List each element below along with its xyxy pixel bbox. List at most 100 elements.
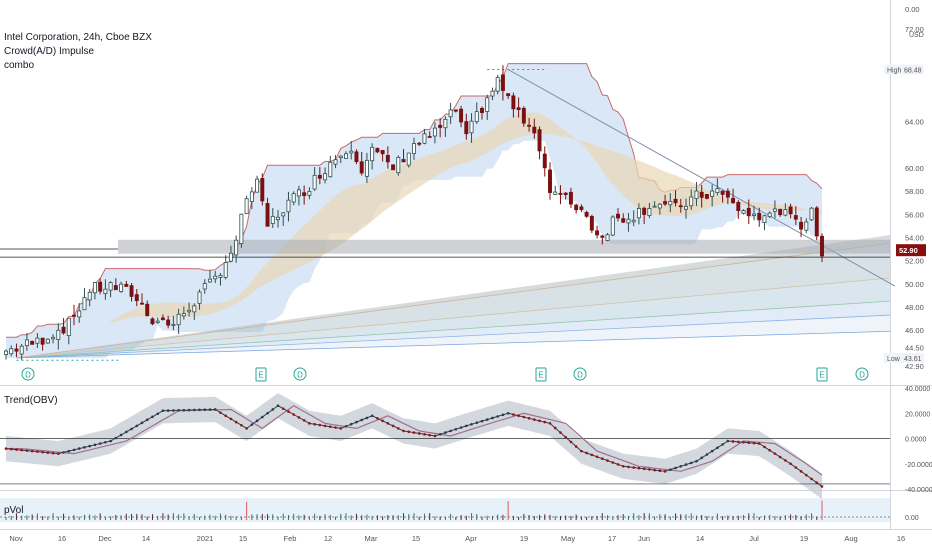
time-tick-label: 19 xyxy=(800,534,808,543)
candle-body xyxy=(736,201,741,211)
trend-obv-dot xyxy=(255,419,259,423)
trend-obv-dot xyxy=(234,420,238,424)
trend-obv-dot xyxy=(177,409,180,412)
candle-body xyxy=(354,151,359,163)
osc-tick-label: 20.0000 xyxy=(905,411,930,418)
dividend-marker[interactable]: D xyxy=(855,367,869,381)
candle-body xyxy=(584,212,589,217)
candle-body xyxy=(558,192,563,195)
fan-line xyxy=(16,242,891,359)
trend-obv-dot xyxy=(360,418,363,422)
candle-body xyxy=(699,191,704,198)
candle-body xyxy=(589,216,594,231)
axis-tick-label: 60.00 xyxy=(905,164,924,173)
trend-obv-dot xyxy=(616,463,620,466)
fan-zone xyxy=(16,235,890,358)
candle-body xyxy=(119,283,124,292)
osc-tick-label: 40.0000 xyxy=(905,386,930,393)
trend-obv-dot xyxy=(407,430,411,434)
trend-obv-dot xyxy=(145,418,149,422)
earnings-badge xyxy=(535,367,547,382)
event-symbol: E xyxy=(819,371,824,380)
candle-body xyxy=(302,192,307,196)
candle-body xyxy=(537,129,542,152)
axis-tick-label: 42.90 xyxy=(905,362,924,371)
candle-body xyxy=(171,323,176,326)
candle-body xyxy=(45,338,50,344)
trend-obv-dot xyxy=(386,422,390,425)
candle-body xyxy=(40,337,45,345)
earnings-marker[interactable]: E xyxy=(255,367,267,382)
time-tick-label: Aug xyxy=(844,534,857,543)
dividend-marker[interactable]: D xyxy=(573,367,587,381)
trend-obv-dot xyxy=(810,477,813,481)
trend-obv-dot xyxy=(88,444,91,448)
candle-body xyxy=(668,200,673,206)
candle-body xyxy=(61,326,66,334)
candle-body xyxy=(77,310,82,318)
candle-body xyxy=(312,174,317,190)
candle-body xyxy=(752,213,756,216)
trend-obv-dot xyxy=(527,417,531,420)
trend-obv-dot xyxy=(480,419,484,423)
time-tick-label: 14 xyxy=(696,534,704,543)
candle-body xyxy=(417,142,422,145)
candle-body xyxy=(762,215,767,224)
trend-obv-dot xyxy=(318,423,322,427)
trend-obv-dot xyxy=(669,468,672,471)
fan-line xyxy=(16,330,891,359)
trend-obv-dot xyxy=(41,450,44,454)
candle-body xyxy=(98,281,103,292)
candle-body xyxy=(694,190,699,199)
earnings-marker[interactable]: E xyxy=(535,367,547,382)
volume-title[interactable]: pVol xyxy=(4,505,24,516)
candle-body xyxy=(657,203,662,209)
axis-tick-label: 52.00 xyxy=(905,257,924,266)
candle-body xyxy=(610,216,615,236)
candle-body xyxy=(385,155,390,163)
trend-obv-dot xyxy=(674,466,677,470)
oscillator-title[interactable]: Trend(OBV) xyxy=(4,395,58,406)
candle-body xyxy=(741,210,746,214)
trend-obv-dot xyxy=(768,448,771,452)
trend-obv-dot xyxy=(104,440,107,444)
time-tick-label: 16 xyxy=(897,534,905,543)
fan-line xyxy=(16,300,891,359)
price-layer xyxy=(0,63,896,361)
trend-obv-dot xyxy=(57,452,60,455)
earnings-marker[interactable]: E xyxy=(816,367,828,382)
earnings-badge xyxy=(816,367,828,382)
trend-obv-dot xyxy=(433,434,437,438)
candle-body xyxy=(746,207,751,217)
dividend-marker[interactable]: D xyxy=(21,367,35,381)
trend-obv-dot xyxy=(397,427,400,430)
candle-body xyxy=(328,161,333,178)
candle-body xyxy=(448,109,453,118)
trend-obv-dot xyxy=(119,433,123,437)
trend-obv-dot xyxy=(590,453,594,457)
indicator-label-crowd[interactable]: Crowd(A/D) Impulse xyxy=(4,46,95,57)
trend-obv-dot xyxy=(627,465,630,469)
axis-tick-label: 54.00 xyxy=(905,233,924,242)
dividend-marker[interactable]: D xyxy=(293,367,307,381)
event-symbol: D xyxy=(25,371,31,380)
trend-obv-dot xyxy=(261,415,264,419)
trend-obv-dot xyxy=(313,422,316,426)
trend-obv-dot xyxy=(601,457,604,461)
trend-obv-dot xyxy=(799,470,803,473)
time-tick-label: 19 xyxy=(520,534,528,543)
candle-body xyxy=(35,337,40,344)
candle-body xyxy=(228,252,233,262)
trend-obv-dot xyxy=(700,456,703,460)
candle-body xyxy=(281,212,286,217)
axes-layer: 0.00 72.00 64.00 60.00 58.00 56.00 54.00 52.00 5… xyxy=(9,5,932,543)
indicator-label-combo[interactable]: combo xyxy=(4,60,35,71)
candle-body xyxy=(406,152,411,166)
trend-obv-dot xyxy=(820,485,824,488)
trend-obv-dot xyxy=(752,441,756,445)
candle-body xyxy=(474,111,479,123)
event-symbol: E xyxy=(538,371,543,380)
candle-body xyxy=(548,169,552,193)
candle-body xyxy=(600,235,605,238)
